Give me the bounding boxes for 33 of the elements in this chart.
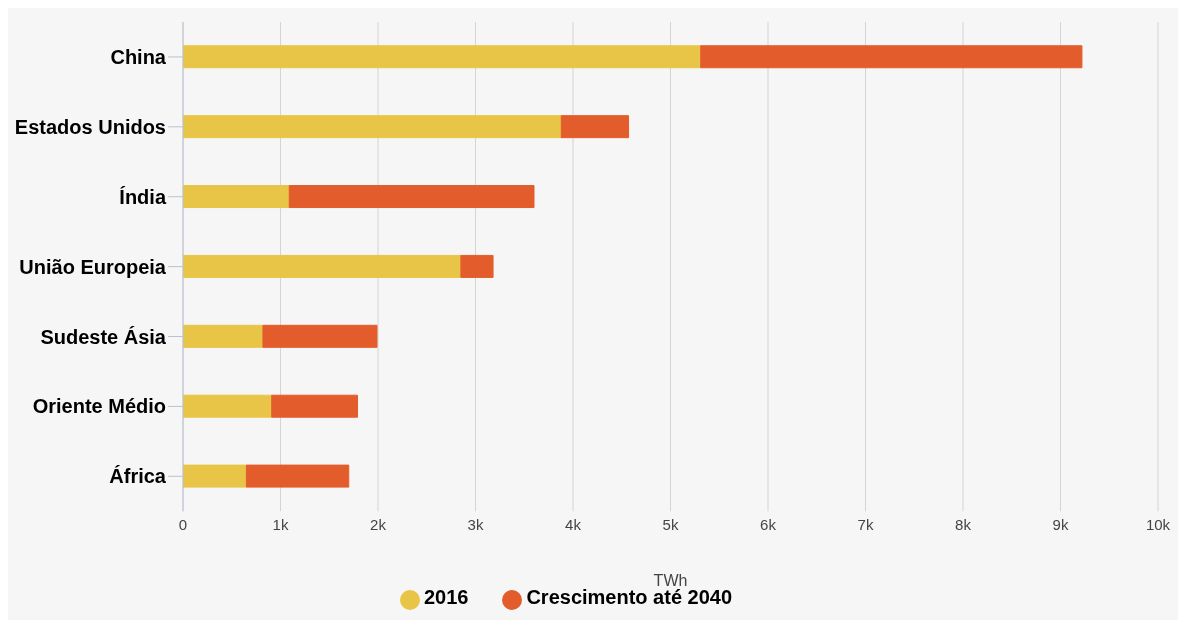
x-tick-label: 4k xyxy=(565,515,582,533)
x-tick-label: 0 xyxy=(178,515,188,533)
bar xyxy=(271,394,359,418)
bar xyxy=(262,324,378,348)
x-tick-label: 2k xyxy=(370,515,387,533)
bar xyxy=(183,185,290,209)
y-tick-label: União Europeia xyxy=(19,255,167,278)
bar xyxy=(183,45,702,69)
x-tick-label: 3k xyxy=(467,515,484,533)
y-tick-label: Estados Unidos xyxy=(14,115,166,138)
x-tick-label: 6k xyxy=(760,515,777,533)
y-tick-label: Sudeste Ásia xyxy=(40,325,167,348)
x-tick-label: 10k xyxy=(1145,515,1171,533)
y-tick-label: África xyxy=(109,465,167,488)
bar xyxy=(183,394,273,418)
bar xyxy=(183,115,562,139)
bar xyxy=(288,185,535,209)
x-tick-label: 5k xyxy=(662,515,679,533)
y-tick-label: China xyxy=(110,46,167,69)
y-tick-label: Oriente Médio xyxy=(32,395,166,418)
bar xyxy=(460,254,494,278)
bar xyxy=(183,464,247,488)
x-tick-label: 9k xyxy=(1052,515,1069,533)
x-tick-label: 1k xyxy=(272,515,289,533)
x-tick-label: 7k xyxy=(857,515,874,533)
bar xyxy=(245,464,350,488)
y-tick-label: Índia xyxy=(119,185,167,208)
x-tick-label: 8k xyxy=(955,515,972,533)
bar xyxy=(183,324,264,348)
bar xyxy=(700,45,1083,69)
legend-label: 2016 xyxy=(423,586,469,609)
bar xyxy=(183,254,462,278)
bar xyxy=(560,115,630,139)
